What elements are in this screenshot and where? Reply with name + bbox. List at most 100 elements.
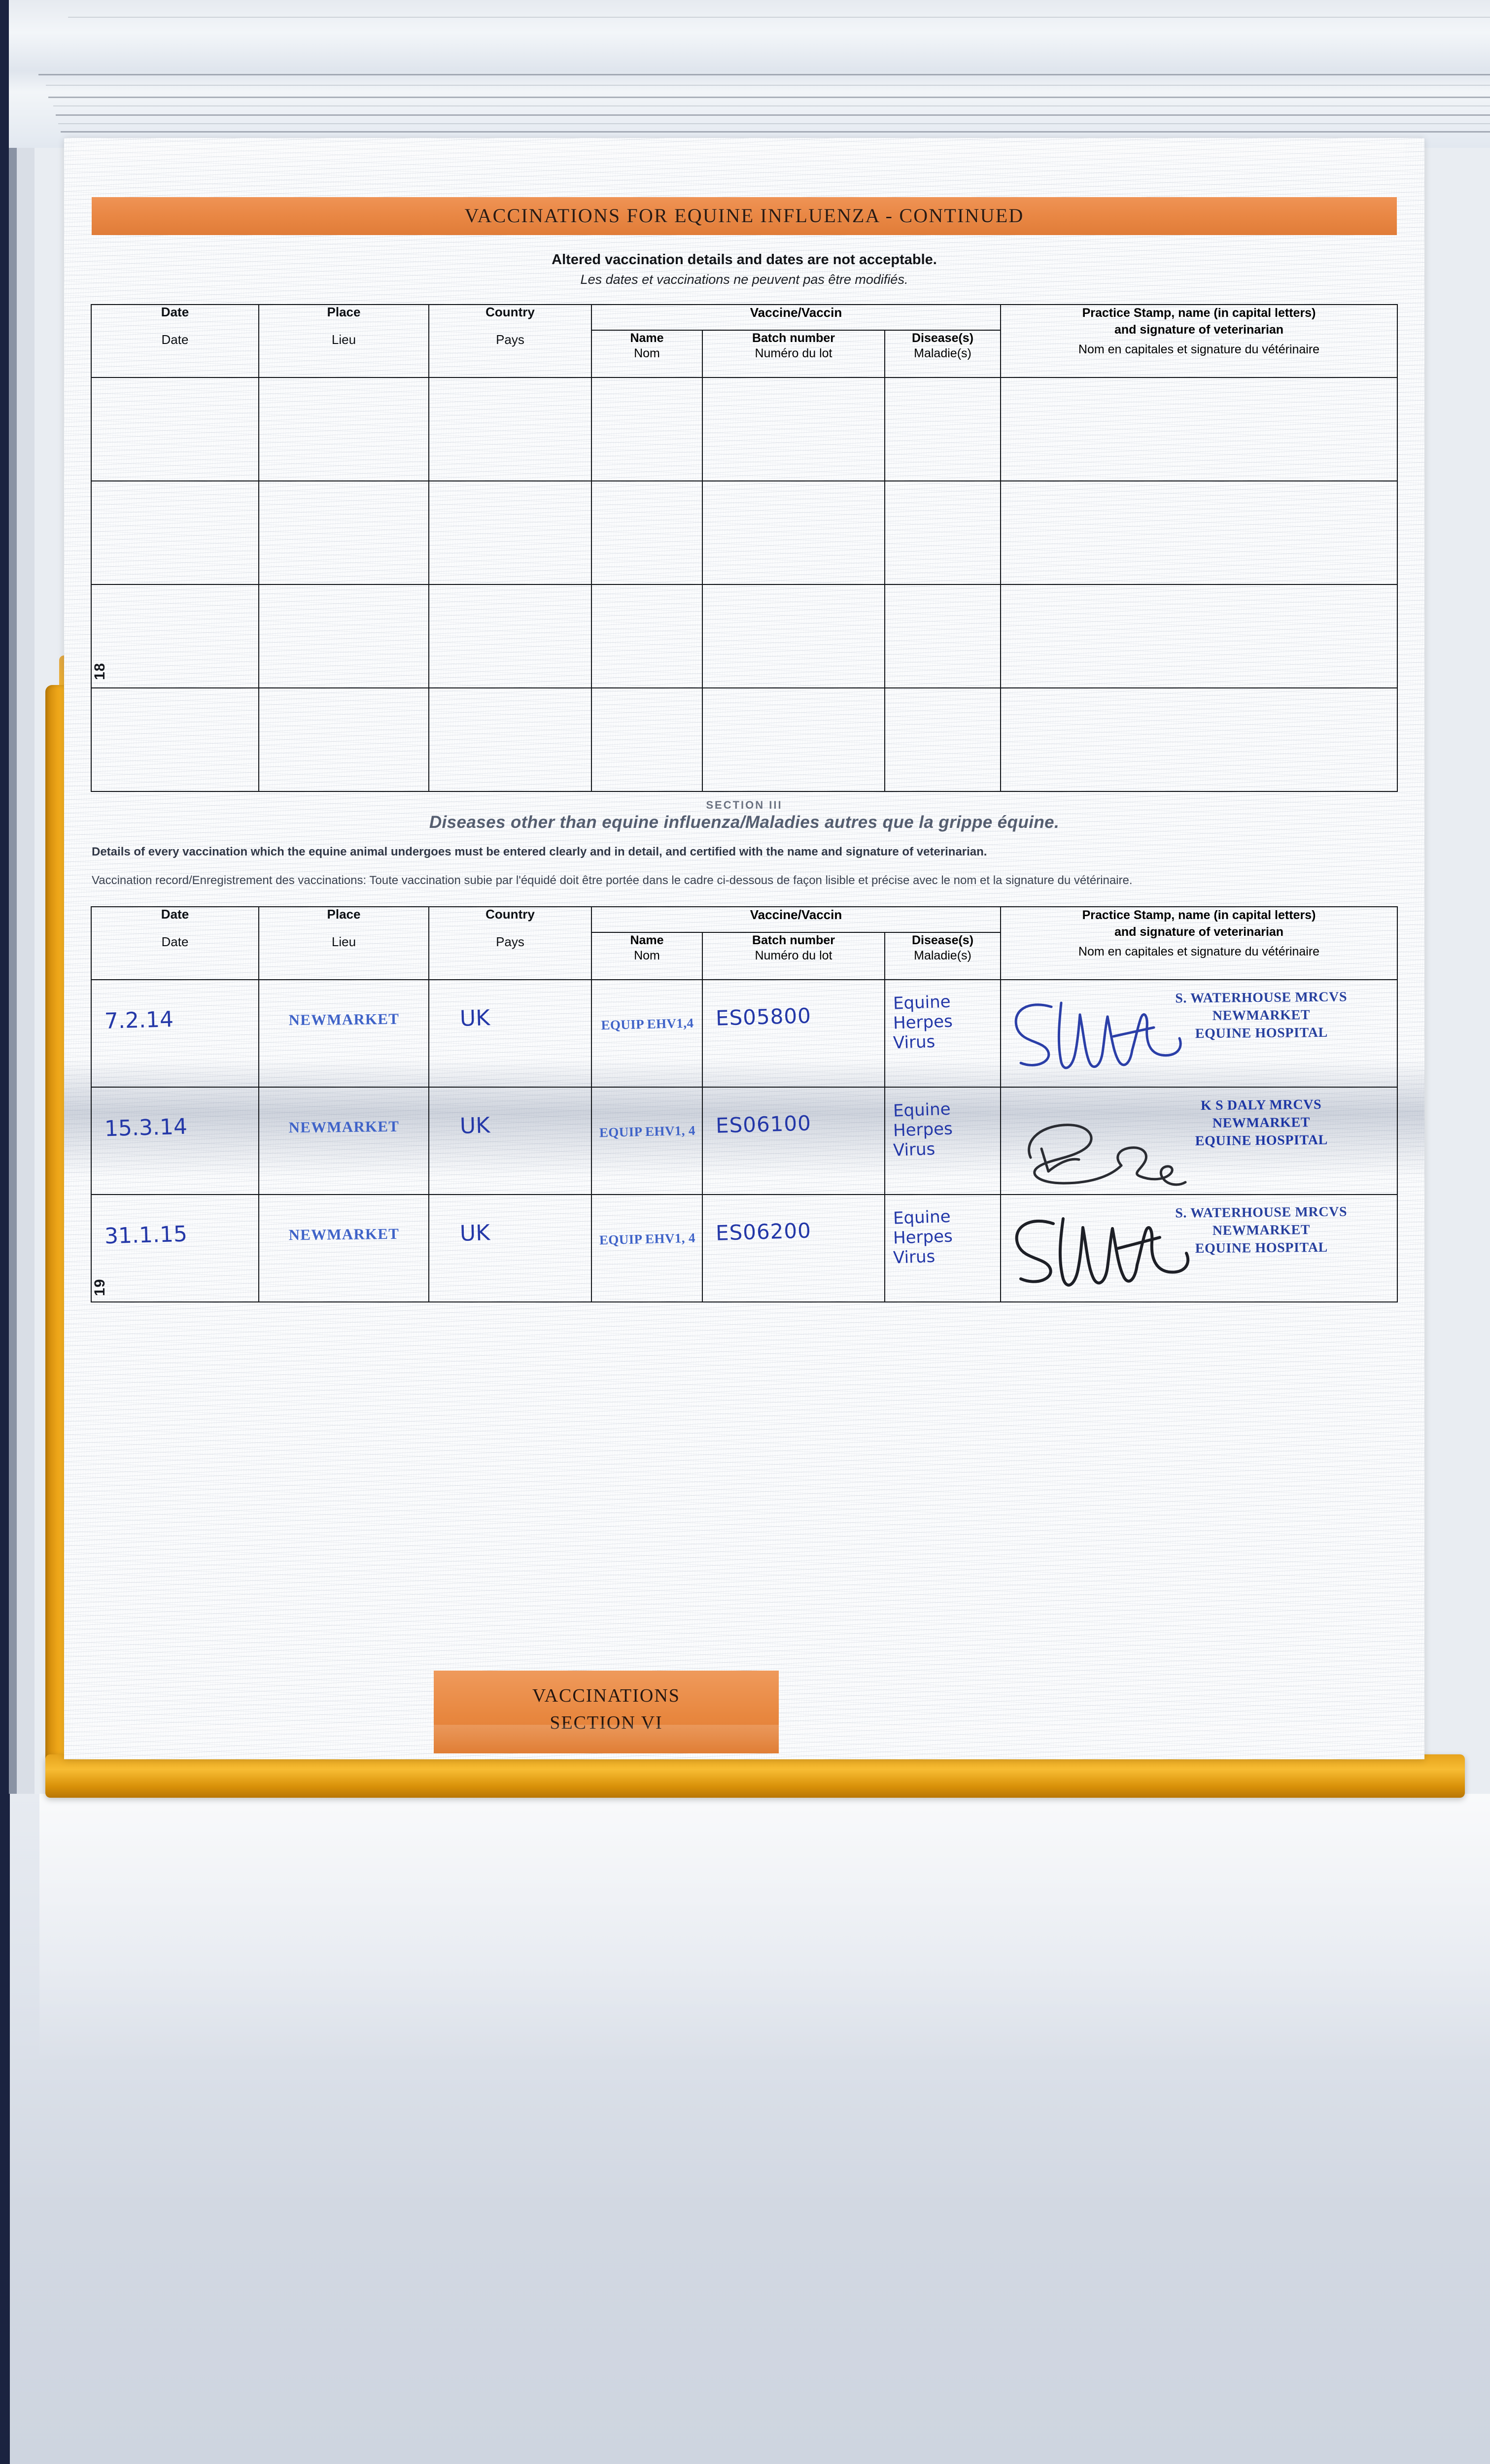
column-header-practice-stamp: Practice Stamp, name (in capital letters… <box>1000 304 1398 378</box>
cell-country[interactable] <box>428 687 592 792</box>
cell-date[interactable] <box>90 687 259 792</box>
cell-country[interactable] <box>428 584 592 688</box>
cell-country[interactable] <box>428 377 592 481</box>
cell-disease[interactable] <box>884 377 1002 481</box>
cell-date[interactable] <box>90 377 259 481</box>
table-row[interactable]: 7.2.14 NEWMARKET UK EQUIP EHV1,4 ES05800 Equi… <box>90 979 1398 1088</box>
cell-batch-number[interactable]: ES06200 <box>701 1194 885 1302</box>
cell-diseases[interactable]: Equine Herpes Virus <box>884 1087 1002 1195</box>
cell-place[interactable] <box>258 584 429 688</box>
cell-disease[interactable] <box>884 480 1002 585</box>
cell-batch-number[interactable]: ES05800 <box>701 979 885 1088</box>
header-disease-en: Disease(s) <box>911 331 974 345</box>
cell-date[interactable] <box>90 584 259 688</box>
cell-place[interactable]: NEWMARKET <box>258 979 429 1088</box>
handwritten-country: UK <box>459 1220 490 1246</box>
header-place-fr: Lieu <box>331 332 356 347</box>
header-place-en: Place <box>327 305 361 319</box>
stamp-line-3: EQUINE HOSPITAL <box>1195 1132 1328 1149</box>
cell-date[interactable]: 15.3.14 <box>90 1087 259 1195</box>
cell-diseases[interactable]: Equine Herpes Virus <box>884 1194 1002 1302</box>
table-row[interactable] <box>90 584 1398 688</box>
column-header-vaccine-group: Vaccine/Vaccin <box>590 906 1002 933</box>
cell-disease[interactable] <box>884 687 1002 792</box>
notice-french: Les dates et vaccinations ne peuvent pas… <box>580 272 908 287</box>
cell-place[interactable] <box>258 480 429 585</box>
header-country-en: Country <box>485 305 535 319</box>
stamped-place: NEWMARKET <box>288 1225 400 1244</box>
other-diseases-vaccination-table: Date Date Place Lieu Country Pays <box>90 906 1398 1302</box>
cell-date[interactable] <box>90 480 259 585</box>
header-batch-en: Batch number <box>752 331 835 345</box>
column-header-date: Date Date <box>90 304 259 378</box>
page-number-lower: 19 <box>92 1278 108 1296</box>
handwritten-country: UK <box>459 1005 490 1031</box>
cell-stamp[interactable] <box>1000 584 1398 688</box>
column-header-diseases: Disease(s) Maladie(s) <box>884 330 1002 378</box>
section-number-label: SECTION III <box>706 799 783 811</box>
cell-vaccine-name[interactable]: EQUIP EHV1, 4 <box>590 1194 703 1302</box>
stamp-line-2: NEWMARKET <box>1212 1007 1311 1024</box>
cell-date[interactable]: 31.1.15 <box>90 1194 259 1302</box>
stamp-line-1: S. WATERHOUSE MRCVS <box>1175 989 1348 1006</box>
handwritten-batch-number: ES06100 <box>715 1111 812 1138</box>
influenza-vaccination-table: Date Date Place Lieu Country Pays <box>90 304 1398 792</box>
table-row[interactable] <box>90 480 1398 585</box>
header-date-en: Date <box>161 305 189 319</box>
header-country-fr: Pays <box>496 332 524 347</box>
practice-stamp: K S DALY MRCVS NEWMARKET EQUINE HOSPITAL <box>1145 1095 1378 1151</box>
cell-name[interactable] <box>590 377 703 481</box>
cell-batch[interactable] <box>701 377 885 481</box>
cell-place[interactable]: NEWMARKET <box>258 1194 429 1302</box>
cell-batch-number[interactable]: ES06100 <box>701 1087 885 1195</box>
footer-line-1: VACCINATIONS <box>532 1685 680 1706</box>
document-wallet-top-edge <box>9 0 1490 148</box>
cell-place[interactable] <box>258 377 429 481</box>
table-row[interactable] <box>90 687 1398 792</box>
column-header-vaccine-group: Vaccine/Vaccin <box>590 304 1002 331</box>
cell-stamp[interactable] <box>1000 480 1398 585</box>
cell-stamp[interactable] <box>1000 687 1398 792</box>
stamped-vaccine-name: EQUIP EHV1, 4 <box>599 1230 696 1248</box>
cell-disease[interactable] <box>884 584 1002 688</box>
cell-name[interactable] <box>590 584 703 688</box>
cell-place[interactable] <box>258 687 429 792</box>
cell-practice-stamp[interactable]: S. WATERHOUSE MRCVS NEWMARKET EQUINE HOSPI… <box>1000 979 1398 1088</box>
cell-country[interactable]: UK <box>428 1087 592 1195</box>
cell-batch[interactable] <box>701 687 885 792</box>
table-row[interactable]: 15.3.14 NEWMARKET UK EQUIP EHV1, 4 ES06100 Eq… <box>90 1087 1398 1195</box>
cell-country[interactable]: UK <box>428 1194 592 1302</box>
handwritten-batch-number: ES05800 <box>715 1003 812 1030</box>
header-disease-fr: Maladie(s) <box>914 346 971 361</box>
cell-stamp[interactable] <box>1000 377 1398 481</box>
footer-line-2: SECTION VI <box>550 1712 663 1734</box>
cell-batch[interactable] <box>701 584 885 688</box>
cell-vaccine-name[interactable]: EQUIP EHV1,4 <box>590 979 703 1088</box>
column-header-country: Country Pays <box>428 906 592 980</box>
column-header-place: Place Lieu <box>258 906 429 980</box>
cell-name[interactable] <box>590 480 703 585</box>
section-title: Diseases other than equine influenza/Mal… <box>429 813 1060 832</box>
column-header-diseases: Disease(s) Maladie(s) <box>884 932 1002 980</box>
stamped-place: NEWMARKET <box>288 1010 400 1029</box>
cell-date[interactable]: 7.2.14 <box>90 979 259 1088</box>
column-header-vaccine-name: Name Nom <box>590 932 703 980</box>
header-stamp-fr: Nom en capitales et signature du vétérin… <box>1078 342 1320 356</box>
table-row[interactable]: 31.1.15 NEWMARKET UK EQUIP EHV1, 4 ES06200 Eq… <box>90 1194 1398 1302</box>
table-row[interactable] <box>90 377 1398 481</box>
section-footer-banner: VACCINATIONS SECTION VI <box>434 1671 779 1753</box>
stamped-place: NEWMARKET <box>288 1117 400 1136</box>
column-header-practice-stamp: Practice Stamp, name (in capital letters… <box>1000 906 1398 980</box>
cell-practice-stamp[interactable]: K S DALY MRCVS NEWMARKET EQUINE HOSPITAL <box>1000 1087 1398 1195</box>
cell-place[interactable]: NEWMARKET <box>258 1087 429 1195</box>
cell-name[interactable] <box>590 687 703 792</box>
cell-batch[interactable] <box>701 480 885 585</box>
stamped-vaccine-name: EQUIP EHV1, 4 <box>599 1123 696 1140</box>
cell-practice-stamp[interactable]: S. WATERHOUSE MRCVS NEWMARKET EQUINE HOSPI… <box>1000 1194 1398 1302</box>
cell-country[interactable] <box>428 480 592 585</box>
cell-diseases[interactable]: Equine Herpes Virus <box>884 979 1002 1088</box>
cell-country[interactable]: UK <box>428 979 592 1088</box>
practice-stamp: S. WATERHOUSE MRCVS NEWMARKET EQUINE HOSPI… <box>1145 988 1378 1043</box>
cell-vaccine-name[interactable]: EQUIP EHV1, 4 <box>590 1087 703 1195</box>
handwritten-disease-line-3: Virus <box>893 1246 936 1268</box>
